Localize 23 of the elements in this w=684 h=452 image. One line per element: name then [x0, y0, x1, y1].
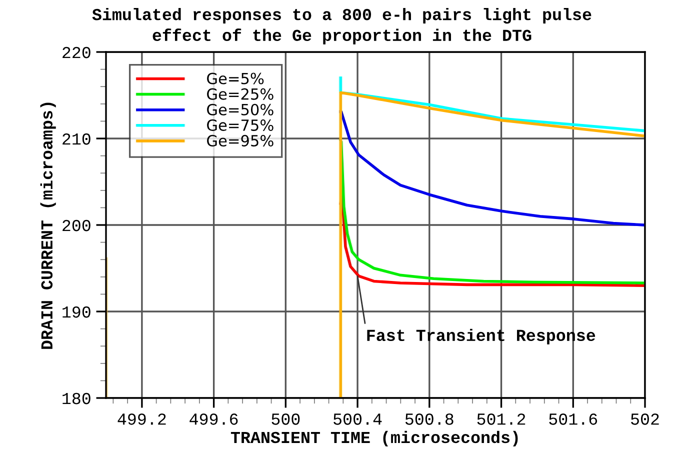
- x-tick-label: 502: [631, 414, 659, 425]
- legend-label: Ge=5%: [207, 72, 264, 84]
- line-series: [339, 110, 645, 226]
- line-series: [339, 138, 645, 284]
- x-tick-label: 501.6: [549, 414, 598, 425]
- y-tick-label: 190: [62, 306, 90, 318]
- legend-label: Ge=50%: [207, 104, 274, 116]
- x-tick-label: 500.8: [405, 414, 454, 425]
- legend-label: Ge=75%: [207, 119, 274, 131]
- y-axis-title: DRAIN CURRENT (microamps): [40, 102, 56, 349]
- x-tick-label: 499.2: [118, 414, 166, 425]
- legend-label: Ge=25%: [207, 88, 274, 100]
- y-tick-label: 210: [62, 133, 90, 145]
- x-tick-label: 500.4: [334, 414, 382, 425]
- y-tick-label: 180: [62, 392, 90, 404]
- y-tick-label: 220: [62, 46, 90, 58]
- x-tick-label: 499.6: [190, 414, 238, 425]
- chart-title: Simulated responses to a 800 e-h pairs light pulse effect of the Ge proportion in the DTG: [92, 8, 592, 44]
- legend-label: Ge=95%: [207, 134, 274, 146]
- y-tick-label: 200: [62, 220, 90, 232]
- x-tick-label: 501.2: [477, 414, 526, 425]
- x-axis-title: TRANSIENT TIME (microseconds): [230, 430, 518, 446]
- x-tick-label: 500: [272, 414, 300, 425]
